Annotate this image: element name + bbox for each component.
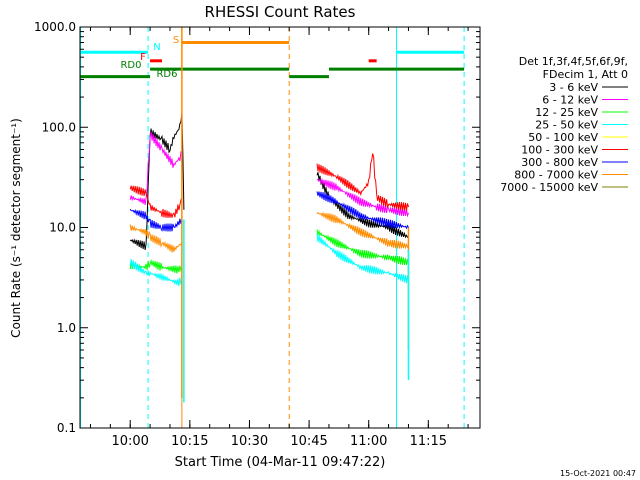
- x-tick-label: 11:15: [410, 434, 447, 449]
- x-tick-label: 10:00: [111, 434, 148, 449]
- series-line: [129, 113, 185, 250]
- series-line: [129, 208, 183, 233]
- legend-entry-label: 100 - 300 keV: [521, 144, 598, 157]
- x-tick-label: 10:15: [171, 434, 208, 449]
- legend-header: Det 1f,3f,4f,5f,6f,9f,: [519, 55, 628, 68]
- flag-label-n: N: [153, 42, 160, 53]
- y-tick-label: 1000.0: [34, 20, 76, 34]
- x-tick-label: 10:30: [231, 434, 268, 449]
- y-tick-label: 0.1: [57, 421, 76, 435]
- flag-label-f: F: [140, 52, 146, 63]
- legend-entry-label: 6 - 12 keV: [542, 94, 598, 107]
- x-tick-label: 10:45: [290, 434, 327, 449]
- series-line: [316, 229, 409, 265]
- legend: Det 1f,3f,4f,5f,6f,9f,FDecim 1, Att 03 -…: [500, 55, 628, 194]
- legend-entry-label: 300 - 800 keV: [521, 156, 598, 169]
- legend-header: FDecim 1, Att 0: [543, 68, 628, 81]
- flag-label-rd6: RD6: [156, 69, 177, 80]
- y-axis-label: Count Rate (s⁻¹ detector segment⁻¹): [9, 118, 23, 338]
- series-line: [129, 185, 183, 218]
- series-line: [129, 224, 183, 253]
- legend-entry-label: 7000 - 15000 keV: [500, 181, 598, 194]
- flag-label-rd0: RD0: [120, 60, 141, 71]
- legend-entry-label: 800 - 7000 keV: [514, 169, 598, 182]
- y-tick-label: 1.0: [57, 321, 76, 335]
- legend-entry-label: 3 - 6 keV: [549, 81, 598, 94]
- x-tick-label: 11:00: [350, 434, 387, 449]
- series-line: [316, 191, 409, 230]
- series-line: [316, 211, 409, 250]
- plot-frame: [79, 26, 481, 429]
- series-line: [316, 177, 409, 218]
- series-line: [316, 153, 409, 211]
- series-line: [316, 233, 409, 284]
- y-tick-label: 100.0: [42, 120, 76, 134]
- plot-area: 0.1 1.0 10.0 100.0 1000.0 10:00 10:15 10:30 10:4…: [34, 20, 481, 449]
- legend-entry-label: 25 - 50 keV: [535, 119, 598, 132]
- x-axis-label: Start Time (04-Mar-11 09:47:22): [175, 455, 386, 470]
- flag-label-s: S: [173, 35, 179, 46]
- legend-entry-label: 50 - 100 keV: [528, 131, 598, 144]
- series-line: [129, 131, 183, 205]
- legend-entry-label: 12 - 25 keV: [535, 106, 598, 119]
- chart-title: RHESSI Count Rates: [205, 3, 356, 21]
- timestamp: 15-Oct-2021 00:47: [560, 469, 636, 478]
- series-line: [129, 259, 183, 287]
- y-tick-label: 10.0: [49, 221, 76, 235]
